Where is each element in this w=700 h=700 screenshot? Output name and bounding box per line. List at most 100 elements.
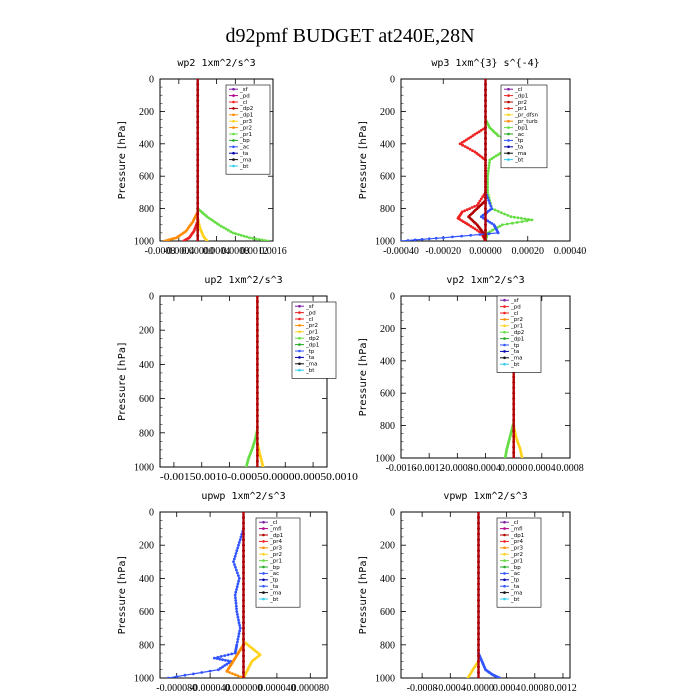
series-marker (233, 554, 237, 558)
series-marker (182, 239, 185, 241)
series-marker (489, 204, 493, 208)
legend-marker (298, 311, 301, 314)
series-marker (486, 191, 489, 194)
legend-marker (262, 540, 265, 543)
series-marker (242, 560, 245, 564)
legend-label: _pd (305, 310, 316, 316)
series-marker (458, 142, 462, 146)
legend-label: _bt (269, 597, 279, 603)
y-tick-label: 800 (380, 640, 395, 651)
series-marker (475, 228, 479, 232)
x-tick-label: 0.0004 (528, 463, 556, 474)
series-marker (196, 228, 200, 232)
series-marker (477, 516, 480, 519)
series-marker (237, 579, 241, 583)
series-marker (503, 456, 507, 458)
series-marker (512, 445, 516, 449)
series-marker (465, 138, 468, 142)
series-marker (234, 604, 238, 608)
series-marker (486, 182, 489, 186)
y-tick-label: 200 (380, 541, 395, 552)
legend-marker (232, 139, 235, 142)
series-marker (512, 391, 516, 395)
legend-label: _cl (514, 87, 523, 93)
panel-4: vp2 1xm^2/s^3 Pressure [hPa] 0 200 400 600 800… (358, 275, 584, 474)
series-marker (477, 593, 480, 597)
legend-marker (232, 132, 235, 136)
legend-marker (503, 546, 506, 550)
series-marker (196, 180, 200, 184)
series-marker (484, 234, 487, 238)
series-marker (477, 549, 480, 553)
series-marker (484, 212, 487, 216)
series-marker (496, 134, 500, 138)
series-marker (236, 615, 240, 619)
legend-label: _pr1 (305, 330, 318, 336)
series-marker (516, 216, 520, 220)
series-marker (491, 228, 494, 232)
series-marker (239, 233, 243, 237)
legend-marker (507, 126, 510, 129)
series-marker (242, 543, 245, 547)
series-marker (237, 541, 241, 544)
series-marker (530, 218, 534, 222)
series-marker (256, 323, 259, 326)
series-marker (512, 413, 516, 417)
legend-marker (507, 100, 510, 104)
legend-marker (232, 107, 235, 110)
series-marker (196, 223, 200, 227)
legend-marker (503, 356, 506, 360)
series-marker (515, 221, 519, 224)
series-group (166, 512, 262, 678)
legend-label: _ma (269, 590, 281, 596)
series-marker (242, 234, 246, 238)
series-marker (163, 239, 167, 241)
legend-label: _dp1 (514, 93, 528, 99)
series-marker (225, 662, 229, 666)
x-tick-label: -0.00040 (383, 246, 419, 257)
y-tick-label: 600 (380, 172, 395, 183)
series-line (164, 211, 199, 241)
series-marker (256, 442, 259, 446)
legend-marker (232, 113, 235, 117)
series-marker (237, 574, 240, 577)
series-marker (238, 626, 242, 630)
series-marker (196, 131, 200, 135)
legend-marker (503, 533, 506, 537)
series-marker (223, 664, 227, 667)
y-tick-label: 600 (139, 607, 154, 618)
x-tick-label: -0.0004 (470, 463, 501, 474)
legend-label: _bt (305, 368, 315, 374)
series-marker (484, 93, 487, 97)
series-marker (236, 613, 239, 616)
series-marker (256, 448, 259, 452)
series-marker (242, 615, 245, 619)
series-marker (488, 201, 492, 205)
series-marker (484, 207, 487, 211)
series-marker (484, 115, 487, 119)
series-marker (242, 660, 245, 663)
panel-title: upwp 1xm^2/s^3 (201, 491, 285, 502)
series-marker (242, 582, 245, 586)
series-marker (484, 131, 487, 135)
x-tick-label: -0.0008 (407, 683, 438, 694)
series-marker (196, 191, 200, 194)
series-marker (257, 238, 261, 241)
series-marker (219, 666, 222, 670)
series-marker (477, 676, 480, 678)
legend-label: _pr_turb (514, 119, 538, 125)
x-tick-label: -0.00020 (425, 246, 461, 257)
series-marker (494, 154, 498, 158)
series-marker (487, 199, 491, 202)
series-marker (477, 532, 480, 536)
legend-marker (262, 552, 265, 556)
legend-marker (503, 559, 506, 562)
legend-label: _bt (510, 362, 520, 368)
legend-marker (232, 151, 235, 155)
series-marker (196, 158, 200, 162)
legend-marker (262, 578, 265, 582)
series-marker (234, 601, 238, 605)
legend-label: _tp (514, 138, 524, 144)
series-line (477, 652, 500, 678)
series-marker (486, 180, 489, 184)
